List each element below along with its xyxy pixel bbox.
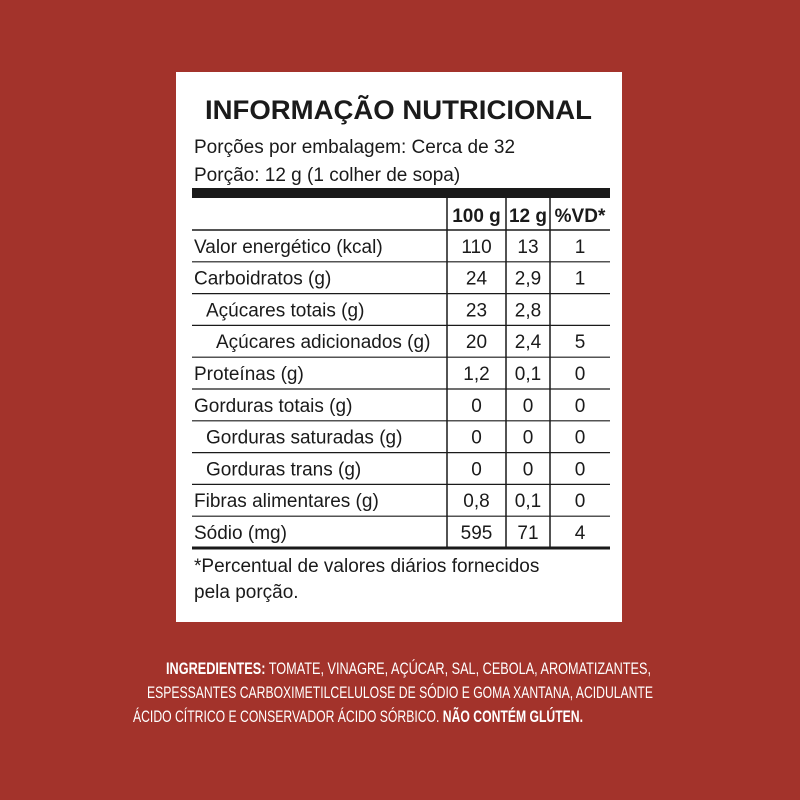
cell-value: 0	[575, 459, 586, 480]
cell-value: 1,2	[463, 364, 489, 385]
cell-value: 1	[575, 269, 586, 290]
ingredients-line: INGREDIENTES: TOMATE, VINAGRE, AÇÚCAR, S…	[166, 659, 651, 678]
cell-value: 20	[466, 332, 487, 353]
cell-value: 0	[575, 491, 586, 512]
cell-value: 0	[523, 428, 534, 449]
ingredients-text: ÁCIDO CÍTRICO E CONSERVADOR ÁCIDO SÓRBIC…	[133, 707, 439, 726]
row-label: Sódio (mg)	[194, 523, 287, 544]
cell-value: 13	[517, 237, 538, 258]
thick-rule	[192, 188, 610, 198]
ingredients-line: ÁCIDO CÍTRICO E CONSERVADOR ÁCIDO SÓRBIC…	[133, 706, 583, 726]
row-label: Proteínas (g)	[194, 364, 304, 385]
cell-value: 4	[575, 523, 586, 544]
cell-value: 0	[471, 396, 482, 417]
footnote: *Percentual de valores diários fornecido…	[194, 556, 539, 577]
cell-value: 0	[471, 459, 482, 480]
cell-value: 0,1	[515, 491, 541, 512]
ingredients-heading: NÃO CONTÉM GLÚTEN.	[443, 706, 583, 726]
row-label: Gorduras saturadas (g)	[206, 428, 402, 449]
row-label: Gorduras totais (g)	[194, 396, 352, 417]
cell-value: 2,9	[515, 269, 541, 290]
cell-value: 0	[575, 428, 586, 449]
cell-value: 71	[517, 523, 538, 544]
cell-value: 2,4	[515, 332, 542, 353]
title: INFORMAÇÃO NUTRICIONAL	[205, 94, 592, 125]
cell-value: 2,8	[515, 300, 541, 321]
cell-value: 0	[575, 396, 586, 417]
ingredients-line: ESPESSANTES CARBOXIMETILCELULOSE DE SÓDI…	[147, 683, 653, 702]
column-header: %VD*	[555, 206, 606, 227]
cell-value: 0,1	[515, 364, 541, 385]
cell-value: 0	[523, 396, 534, 417]
cell-value: 0	[471, 428, 482, 449]
cell-value: 0	[523, 459, 534, 480]
servings-per-package: Porções por embalagem: Cerca de 32	[194, 137, 515, 158]
ingredients-heading: INGREDIENTES:	[166, 659, 265, 678]
cell-value: 595	[461, 523, 493, 544]
row-label: Fibras alimentares (g)	[194, 491, 379, 512]
cell-value: 0,8	[463, 491, 489, 512]
row-label: Gorduras trans (g)	[206, 459, 361, 480]
row-label: Açúcares adicionados (g)	[216, 332, 430, 353]
ingredients-text: TOMATE, VINAGRE, AÇÚCAR, SAL, CEBOLA, AR…	[269, 659, 651, 678]
column-header: 100 g	[452, 206, 501, 227]
row-label: Açúcares totais (g)	[206, 300, 364, 321]
cell-value: 1	[575, 237, 586, 258]
footnote: pela porção.	[194, 582, 299, 603]
cell-value: 0	[575, 364, 586, 385]
cell-value: 23	[466, 300, 487, 321]
cell-value: 110	[461, 237, 491, 258]
column-header: 12 g	[509, 206, 547, 227]
label-panel	[176, 72, 622, 622]
serving-size: Porção: 12 g (1 colher de sopa)	[194, 165, 460, 186]
cell-value: 24	[466, 269, 488, 290]
row-label: Carboidratos (g)	[194, 269, 331, 290]
row-label: Valor energético (kcal)	[194, 237, 383, 258]
cell-value: 5	[575, 332, 586, 353]
